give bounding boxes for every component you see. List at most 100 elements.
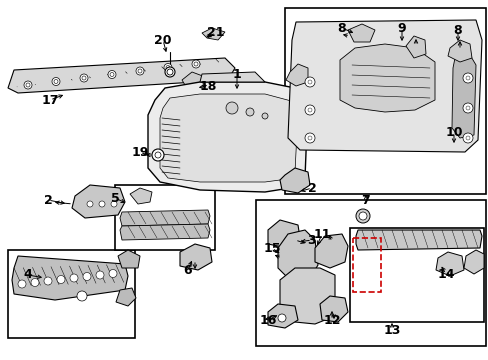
Polygon shape — [267, 304, 297, 328]
Polygon shape — [72, 185, 125, 218]
Polygon shape — [463, 250, 483, 274]
Circle shape — [278, 314, 285, 322]
Polygon shape — [355, 230, 481, 250]
Text: 21: 21 — [207, 27, 224, 40]
Text: 1: 1 — [232, 68, 241, 81]
Polygon shape — [280, 168, 309, 193]
Circle shape — [80, 74, 88, 82]
Polygon shape — [118, 250, 140, 268]
Circle shape — [225, 102, 238, 114]
Polygon shape — [116, 288, 136, 306]
Polygon shape — [182, 72, 207, 92]
Circle shape — [465, 136, 469, 140]
Circle shape — [192, 60, 200, 68]
Circle shape — [111, 201, 117, 207]
Circle shape — [99, 201, 105, 207]
Circle shape — [109, 270, 117, 278]
Circle shape — [355, 209, 369, 223]
Circle shape — [245, 108, 253, 116]
Circle shape — [96, 271, 104, 279]
Circle shape — [262, 113, 267, 119]
Text: 20: 20 — [154, 33, 171, 46]
Polygon shape — [130, 188, 152, 204]
Circle shape — [307, 80, 311, 84]
Polygon shape — [339, 44, 434, 112]
Circle shape — [52, 77, 60, 85]
Text: 4: 4 — [23, 269, 32, 282]
Bar — [8, 250, 135, 338]
Circle shape — [18, 280, 26, 288]
Polygon shape — [280, 268, 334, 324]
Circle shape — [83, 273, 91, 280]
Text: 2: 2 — [307, 181, 316, 194]
Polygon shape — [8, 58, 235, 93]
Circle shape — [165, 66, 170, 69]
Polygon shape — [12, 256, 128, 300]
Circle shape — [307, 108, 311, 112]
Polygon shape — [447, 40, 471, 62]
Circle shape — [26, 83, 30, 87]
Text: 11: 11 — [313, 228, 330, 240]
Text: 8: 8 — [337, 22, 346, 35]
Circle shape — [87, 201, 93, 207]
Circle shape — [152, 149, 163, 161]
Circle shape — [24, 81, 32, 89]
Polygon shape — [160, 94, 297, 182]
Text: 19: 19 — [131, 147, 148, 159]
Polygon shape — [451, 55, 475, 138]
Text: 2: 2 — [43, 194, 52, 207]
Text: 10: 10 — [445, 126, 462, 139]
Polygon shape — [405, 36, 425, 58]
Circle shape — [305, 77, 314, 87]
Circle shape — [307, 136, 311, 140]
Circle shape — [194, 62, 198, 66]
Circle shape — [31, 279, 39, 287]
Polygon shape — [435, 252, 463, 276]
Bar — [115, 185, 215, 250]
Circle shape — [305, 133, 314, 143]
Polygon shape — [267, 220, 299, 248]
Text: 7: 7 — [361, 194, 369, 207]
Circle shape — [108, 71, 116, 78]
Polygon shape — [319, 296, 347, 322]
Text: 18: 18 — [199, 80, 216, 93]
Polygon shape — [347, 24, 374, 42]
Circle shape — [167, 69, 173, 75]
Circle shape — [462, 133, 472, 143]
Circle shape — [82, 76, 86, 80]
Circle shape — [110, 72, 114, 77]
Text: 9: 9 — [397, 22, 406, 35]
Circle shape — [164, 67, 175, 77]
Text: 5: 5 — [110, 192, 119, 204]
Polygon shape — [314, 234, 347, 268]
Polygon shape — [278, 230, 317, 280]
Circle shape — [155, 152, 161, 158]
Text: 8: 8 — [453, 23, 461, 36]
Text: 14: 14 — [436, 267, 454, 280]
Text: 13: 13 — [383, 324, 400, 337]
Circle shape — [465, 106, 469, 110]
Circle shape — [70, 274, 78, 282]
Polygon shape — [180, 244, 212, 270]
Text: 3: 3 — [307, 234, 316, 247]
Bar — [349, 228, 483, 322]
Text: 16: 16 — [259, 314, 276, 327]
Bar — [352, 238, 380, 292]
Circle shape — [462, 73, 472, 83]
Polygon shape — [148, 82, 307, 192]
Circle shape — [163, 63, 172, 72]
Polygon shape — [287, 20, 481, 152]
Text: 12: 12 — [323, 314, 340, 327]
Circle shape — [136, 67, 143, 75]
Polygon shape — [120, 224, 209, 240]
Circle shape — [44, 277, 52, 285]
Polygon shape — [202, 28, 224, 40]
Circle shape — [462, 103, 472, 113]
Circle shape — [57, 275, 65, 284]
Circle shape — [305, 105, 314, 115]
Polygon shape — [200, 72, 264, 82]
Circle shape — [77, 291, 87, 301]
Polygon shape — [285, 64, 307, 86]
Text: 17: 17 — [41, 94, 59, 107]
Polygon shape — [120, 210, 209, 226]
